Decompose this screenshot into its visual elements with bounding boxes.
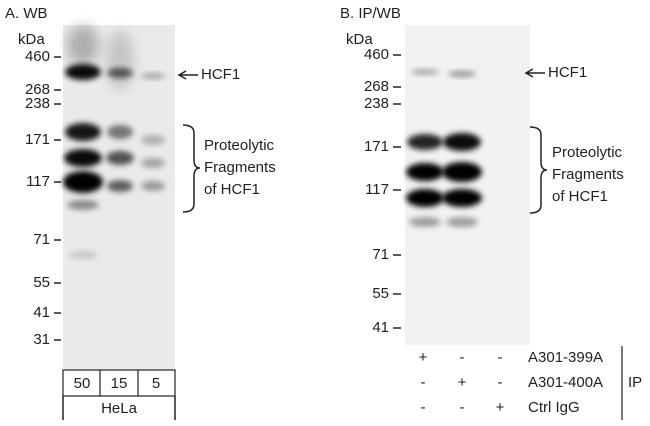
marker-label: 117: [365, 181, 389, 198]
unit: kDa: [18, 31, 45, 48]
bracket: [182, 124, 201, 213]
lane-box: [62, 369, 176, 397]
ip-sign: -: [498, 349, 503, 366]
marker-label: 55: [33, 274, 50, 291]
marker-label: 171: [364, 138, 389, 155]
ip-sign: -: [460, 399, 465, 416]
band: [406, 189, 444, 207]
band: [407, 134, 443, 150]
band: [442, 189, 482, 207]
panel-title: A. WB: [5, 5, 48, 22]
marker-label: 41: [372, 319, 389, 336]
lane-label: 5: [152, 375, 160, 392]
arrow: [177, 70, 198, 80]
band: [411, 69, 439, 75]
ip-label: Ctrl IgG: [528, 399, 580, 416]
band: [442, 162, 482, 182]
marker-label: 238: [364, 95, 389, 112]
lane-label: 15: [111, 375, 128, 392]
band: [107, 125, 133, 139]
band: [67, 25, 99, 65]
group-label: IP: [628, 374, 642, 391]
divider: [62, 396, 176, 420]
marker-label: 41: [33, 304, 50, 321]
panel-title: B. IP/WB: [340, 5, 401, 22]
ip-sign: -: [498, 374, 503, 391]
marker-label: 238: [25, 95, 50, 112]
band: [141, 135, 165, 145]
band: [65, 123, 101, 141]
cell-line: HeLa: [101, 400, 138, 417]
bracket-label: Proteolytic: [204, 137, 275, 154]
band: [443, 133, 481, 151]
lane-label: 50: [74, 375, 91, 392]
band: [64, 149, 102, 167]
marker-label: 117: [26, 173, 50, 190]
marker-label: 71: [372, 246, 389, 263]
bracket-label: of HCF1: [552, 188, 608, 205]
blot-b: [405, 25, 530, 345]
marker-label: 55: [372, 285, 389, 302]
bracket-label: Proteolytic: [552, 144, 623, 161]
band: [141, 73, 165, 79]
band: [107, 180, 133, 192]
arrow: [524, 68, 545, 78]
band: [106, 151, 134, 165]
band: [409, 217, 441, 227]
marker-label: 460: [25, 48, 50, 65]
marker-label: 31: [33, 331, 50, 348]
marker-label: 71: [33, 231, 50, 248]
arrow-label: HCF1: [548, 64, 587, 81]
ip-sign: +: [458, 374, 467, 391]
ip-label: A301-399A: [528, 349, 603, 366]
band: [65, 64, 101, 80]
marker-label: 268: [364, 78, 389, 95]
band: [141, 181, 165, 191]
bracket-label: of HCF1: [204, 181, 260, 198]
ip-sign: -: [421, 399, 426, 416]
marker-label: 171: [25, 131, 50, 148]
band: [69, 251, 97, 259]
marker-label: 460: [364, 46, 389, 63]
band: [67, 200, 99, 210]
band: [63, 171, 103, 193]
bracket-label: Fragments: [204, 159, 276, 176]
ip-sign: -: [421, 374, 426, 391]
band: [448, 71, 476, 77]
ip-sign: +: [419, 349, 428, 366]
marker-label: 268: [25, 81, 50, 98]
band: [141, 158, 165, 168]
ip-label: A301-400A: [528, 374, 603, 391]
band: [106, 30, 134, 90]
bracket-label: Fragments: [552, 166, 624, 183]
ip-sign: +: [496, 399, 505, 416]
unit: kDa: [346, 31, 373, 48]
arrow-label: HCF1: [201, 66, 240, 83]
band: [406, 163, 444, 181]
band: [446, 217, 478, 227]
bracket: [529, 126, 548, 214]
ip-sign: -: [460, 349, 465, 366]
